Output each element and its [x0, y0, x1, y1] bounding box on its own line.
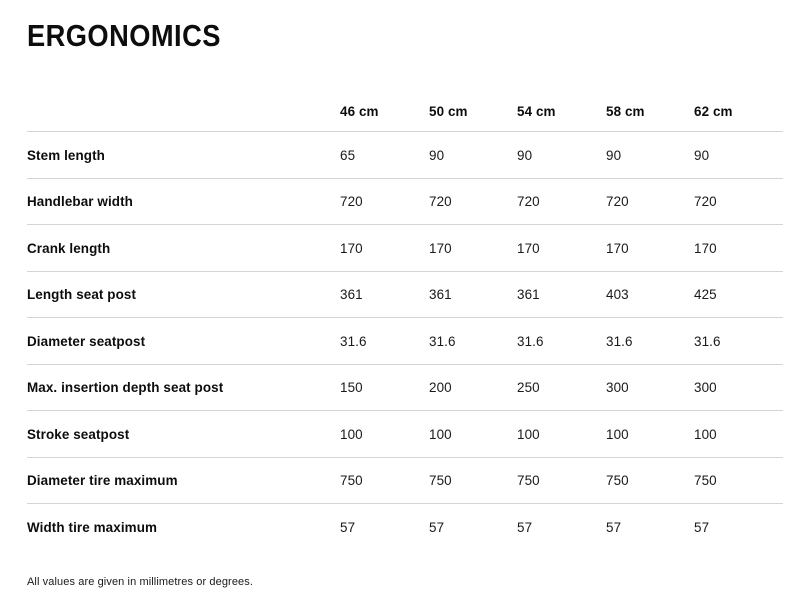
- row-label: Max. insertion depth seat post: [27, 379, 224, 396]
- column-header-50cm: 50 cm: [428, 103, 468, 119]
- cell-value: 750: [517, 472, 540, 489]
- cell-value: 100: [428, 425, 452, 442]
- table-row-length-seat-post: Length seat post 361 361 361 403 425: [27, 272, 783, 318]
- cell-value: 31.6: [428, 332, 456, 349]
- table-row-stem-length: Stem length 65 90 90 90 90: [27, 132, 783, 179]
- row-label: Handlebar width: [27, 193, 133, 210]
- table-row-stroke-seatpost: Stroke seatpost 100 100 100 100 100: [27, 411, 783, 458]
- cell-value: 65: [340, 146, 356, 163]
- cell-value: 150: [340, 379, 363, 396]
- cell-value: 200: [428, 379, 452, 396]
- cell-value: 57: [605, 519, 621, 536]
- cell-value: 720: [517, 193, 540, 210]
- cell-value: 170: [694, 239, 718, 256]
- cell-value: 90: [428, 146, 444, 163]
- cell-value: 170: [340, 239, 363, 256]
- cell-value: 57: [694, 519, 710, 536]
- cell-value: 250: [517, 379, 540, 396]
- cell-value: 361: [340, 286, 363, 303]
- table-row-handlebar-width: Handlebar width 720 720 720 720 720: [27, 179, 783, 225]
- cell-value: 750: [340, 472, 363, 489]
- row-label: Diameter tire maximum: [27, 472, 178, 489]
- cell-value: 100: [340, 425, 363, 442]
- cell-value: 300: [694, 379, 718, 396]
- table-row-width-tire-maximum: Width tire maximum 57 57 57 57 57: [27, 504, 783, 551]
- page-title: ERGONOMICS: [27, 18, 221, 53]
- cell-value: 750: [428, 472, 452, 489]
- cell-value: 100: [517, 425, 540, 442]
- cell-value: 720: [605, 193, 629, 210]
- row-label: Crank length: [27, 239, 111, 256]
- ergonomics-table: 46 cm 50 cm 54 cm 58 cm 62 cm Stem lengt…: [27, 91, 783, 551]
- cell-value: 720: [340, 193, 363, 210]
- cell-value: 57: [428, 519, 444, 536]
- cell-value: 31.6: [605, 332, 633, 349]
- cell-value: 170: [517, 239, 540, 256]
- row-label: Diameter seatpost: [27, 332, 146, 349]
- cell-value: 90: [605, 146, 621, 163]
- column-header-54cm: 54 cm: [517, 103, 556, 119]
- row-label: Length seat post: [27, 286, 137, 303]
- cell-value: 720: [694, 193, 718, 210]
- cell-value: 750: [605, 472, 629, 489]
- cell-value: 31.6: [340, 332, 367, 349]
- row-label: Stem length: [27, 146, 105, 163]
- cell-value: 90: [517, 146, 533, 163]
- cell-value: 90: [694, 146, 710, 163]
- table-row-max-insertion-depth: Max. insertion depth seat post 150 200 2…: [27, 365, 783, 411]
- cell-value: 361: [428, 286, 452, 303]
- cell-value: 100: [605, 425, 629, 442]
- table-header-row: 46 cm 50 cm 54 cm 58 cm 62 cm: [27, 91, 783, 132]
- cell-value: 361: [517, 286, 540, 303]
- cell-value: 170: [605, 239, 629, 256]
- cell-value: 425: [694, 286, 718, 303]
- row-label: Stroke seatpost: [27, 425, 130, 442]
- row-label: Width tire maximum: [27, 519, 158, 536]
- table-row-diameter-seatpost: Diameter seatpost 31.6 31.6 31.6 31.6 31…: [27, 318, 783, 365]
- column-header-58cm: 58 cm: [605, 103, 645, 119]
- cell-value: 720: [428, 193, 452, 210]
- cell-value: 750: [694, 472, 718, 489]
- cell-value: 57: [340, 519, 356, 536]
- cell-value: 170: [428, 239, 452, 256]
- table-row-crank-length: Crank length 170 170 170 170 170: [27, 225, 783, 272]
- column-header-62cm: 62 cm: [694, 103, 733, 119]
- table-row-diameter-tire-maximum: Diameter tire maximum 750 750 750 750 75…: [27, 458, 783, 504]
- units-footnote: All values are given in millimetres or d…: [27, 575, 254, 588]
- cell-value: 300: [605, 379, 629, 396]
- column-header-46cm: 46 cm: [340, 103, 379, 119]
- cell-value: 403: [605, 286, 629, 303]
- cell-value: 100: [694, 425, 718, 442]
- cell-value: 31.6: [517, 332, 544, 349]
- cell-value: 31.6: [694, 332, 721, 349]
- cell-value: 57: [517, 519, 533, 536]
